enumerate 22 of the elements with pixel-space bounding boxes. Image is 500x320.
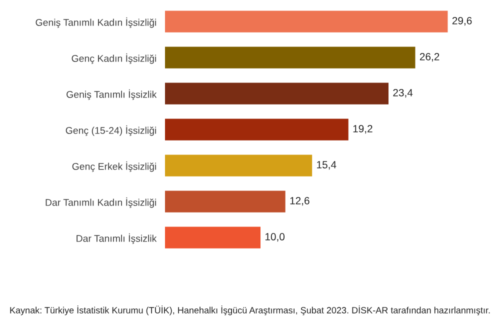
data-label: 10,0: [265, 233, 285, 242]
bar: [165, 46, 416, 68]
y-tick-label: Genç Erkek İşsizliği: [72, 161, 156, 172]
data-label: 12,6: [290, 197, 310, 206]
data-label: 15,4: [317, 161, 336, 170]
text: Kaynak: Türkiye İstatistik Kurumu (TÜİK), Hanehalkı İşgücü Araştırması, Şubat 2023. DİSK-AR tarafından hazırlanmıştır.: [10, 306, 490, 316]
y-tick-label: Dar Tanımlı Kadın İşsizliği: [46, 197, 156, 208]
bar: [165, 82, 389, 104]
data-label: 19,2: [353, 125, 372, 134]
data-label: 29,6: [452, 17, 472, 26]
y-tick-label: Geniş Tanımlı Kadın İşsizliği: [36, 17, 156, 28]
bar: [165, 226, 261, 248]
y-tick-label: Genç Kadın İşsizliği: [72, 53, 156, 64]
bar: [165, 190, 286, 212]
y-tick-label: Geniş Tanımlı İşsizlik: [66, 89, 157, 100]
bar: [165, 154, 312, 176]
bar: [165, 118, 348, 140]
bar: [165, 10, 448, 32]
data-label: 23,4: [393, 89, 413, 98]
y-tick-label: Genç (15-24) İşsizliği: [66, 125, 156, 136]
y-tick-label: Dar Tanımlı İşsizlik: [76, 233, 157, 244]
data-label: 26,2: [420, 53, 440, 62]
